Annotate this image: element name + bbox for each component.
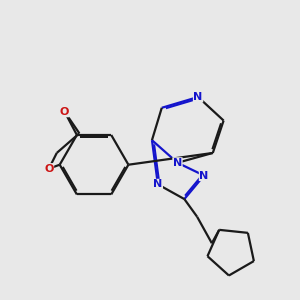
- Text: O: O: [44, 164, 54, 174]
- Text: N: N: [200, 170, 208, 181]
- Text: O: O: [60, 107, 69, 117]
- Text: N: N: [194, 92, 203, 102]
- Text: N: N: [173, 158, 182, 168]
- Text: N: N: [153, 179, 163, 189]
